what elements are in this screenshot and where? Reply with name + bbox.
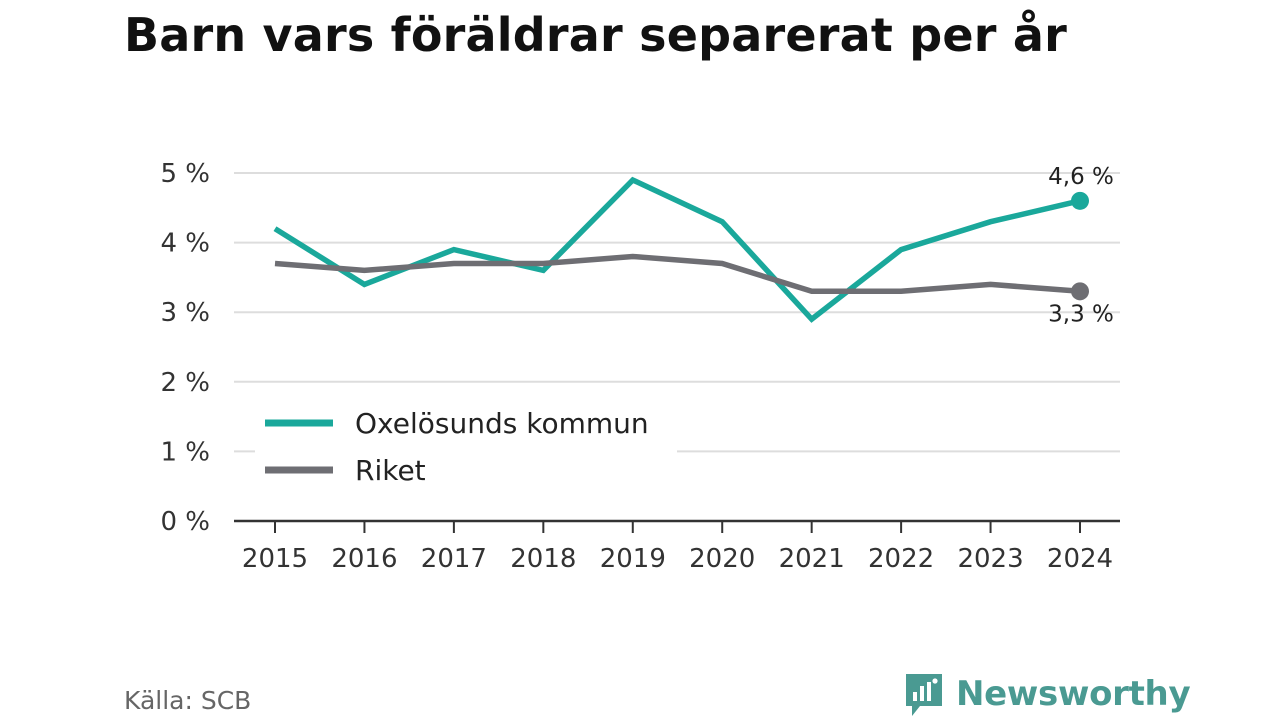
legend-box xyxy=(255,396,677,492)
y-tick-label: 1 % xyxy=(160,437,210,467)
series-line xyxy=(274,253,1081,295)
chart-title: Barn vars föräldrar separerat per år xyxy=(124,8,1068,62)
x-tick-label: 2016 xyxy=(331,544,397,574)
x-tick-label: 2018 xyxy=(510,544,576,574)
newsworthy-icon xyxy=(906,674,942,716)
legend: Oxelösunds kommun Riket xyxy=(265,407,649,487)
y-tick-label: 3 % xyxy=(160,298,210,328)
x-axis: 2015 2016 2017 2018 2019 2020 2021 2022 2023 2024 xyxy=(234,519,1120,574)
x-tick-label: 2015 xyxy=(242,544,308,574)
x-tick-label: 2023 xyxy=(957,544,1023,574)
x-tick-label: 2017 xyxy=(421,544,487,574)
legend-label: Riket xyxy=(355,454,426,487)
source-note: Källa: SCB xyxy=(124,686,252,715)
series-end-label: 4,6 % xyxy=(1048,164,1114,190)
brand-name: Newsworthy xyxy=(956,674,1191,714)
y-tick-label: 0 % xyxy=(160,507,210,537)
brand-logo: Newsworthy xyxy=(902,670,1191,718)
series-lines xyxy=(273,176,1089,323)
series-end-label: 3,3 % xyxy=(1048,301,1114,327)
y-tick-label: 4 % xyxy=(160,229,210,259)
series-end-point xyxy=(1071,282,1089,301)
legend-label: Oxelösunds kommun xyxy=(355,407,649,440)
x-tick-label: 2020 xyxy=(689,544,755,574)
y-tick-label: 5 % xyxy=(160,159,210,189)
series-line xyxy=(273,176,1081,323)
x-tick-label: 2021 xyxy=(779,544,845,574)
x-tick-label: 2019 xyxy=(600,544,666,574)
y-axis-tick-labels: 0 % 1 % 2 % 3 % 4 % 5 % xyxy=(160,159,210,537)
x-tick-label: 2022 xyxy=(868,544,934,574)
y-tick-label: 2 % xyxy=(160,368,210,398)
x-tick-label: 2024 xyxy=(1047,544,1113,574)
series-end-point xyxy=(1071,191,1089,210)
legend-background xyxy=(255,396,677,492)
end-labels: 4,6 % 3,3 % xyxy=(1048,164,1114,327)
